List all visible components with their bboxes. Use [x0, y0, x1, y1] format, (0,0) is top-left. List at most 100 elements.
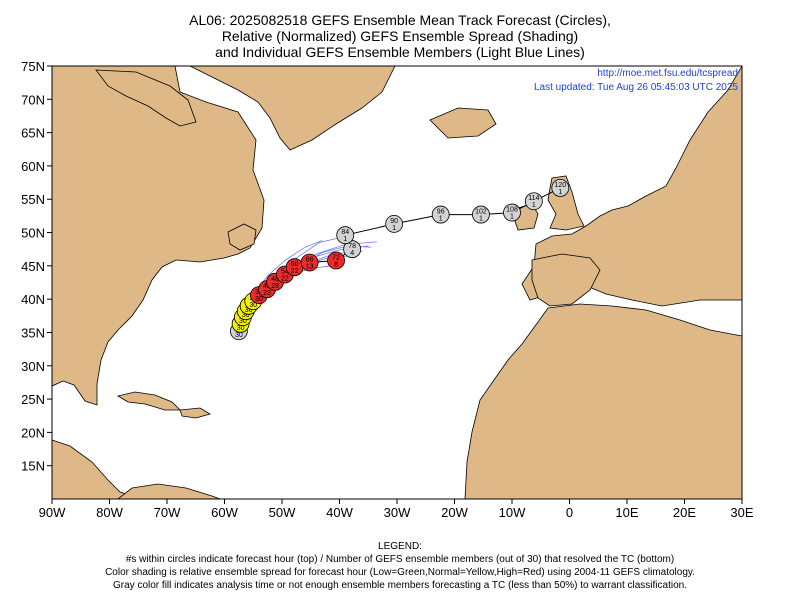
member-count-label: 4	[350, 250, 354, 257]
y-tick-label: 30N	[21, 359, 45, 374]
member-count-label: 30	[255, 296, 263, 303]
landmass-hispaniola	[179, 407, 211, 419]
y-tick-label: 70N	[21, 92, 45, 107]
member-count-label: 22	[281, 276, 289, 283]
track-circle	[472, 205, 490, 224]
y-tick-label: 45N	[21, 259, 45, 274]
member-count-label: 29	[263, 290, 271, 297]
y-tick-label: 15N	[21, 459, 45, 474]
title-line-3: and Individual GEFS Ensemble Members (Li…	[215, 44, 585, 60]
x-tick-label: 30E	[730, 505, 753, 520]
x-tick-label: 70W	[154, 505, 181, 520]
landmass-central-america	[52, 439, 143, 499]
track-point: 961	[431, 205, 450, 224]
forecast-hour-label: 48	[271, 276, 279, 283]
member-count-label: 22	[291, 268, 299, 275]
y-tick-label: 50N	[21, 226, 45, 241]
x-tick-label: 80W	[96, 505, 123, 520]
track-point: 784	[343, 240, 362, 259]
land-layer	[52, 66, 742, 499]
track-point: 901	[385, 214, 404, 233]
forecast-hour-label: 84	[341, 229, 349, 236]
member-count-label: 30	[237, 325, 245, 332]
forecast-hour-label: 114	[528, 195, 539, 202]
member-count-label: 13	[306, 264, 314, 271]
member-count-label: 1	[343, 236, 347, 243]
member-count-label: 1	[479, 216, 483, 223]
track-circle	[385, 214, 404, 233]
track-circle	[503, 203, 521, 222]
x-tick-label: 40W	[326, 505, 353, 520]
y-tick-label: 35N	[21, 325, 45, 340]
y-tick-label: 75N	[21, 59, 45, 74]
x-tick-label: 0	[566, 505, 573, 520]
member-count-label: 1	[532, 202, 536, 209]
legend: LEGEND: #s within circles indicate forec…	[0, 540, 800, 592]
title-line-2: Relative (Normalized) GEFS Ensemble Spre…	[221, 28, 579, 44]
x-tick-label: 90W	[39, 505, 66, 520]
track-circle	[524, 192, 543, 211]
landmass-south-america	[117, 483, 221, 499]
member-count-label: 28	[271, 283, 279, 290]
x-tick-label: 10E	[615, 505, 638, 520]
forecast-hour-label: 66	[306, 257, 314, 264]
forecast-hour-label: 108	[506, 207, 518, 214]
member-count-label: 1	[558, 189, 562, 196]
track-circle	[336, 226, 355, 245]
forecast-hour-label: 120	[554, 182, 566, 189]
member-count-label: 30	[242, 312, 250, 319]
forecast-hour-label: 72	[332, 255, 340, 262]
forecast-hour-label: 54	[281, 269, 289, 276]
x-tick-label: 50W	[269, 505, 296, 520]
source-url-link[interactable]: http://moe.met.fsu.edu/tcspread	[597, 68, 738, 79]
track-point: 728	[327, 251, 345, 270]
landmass-iberia	[531, 253, 601, 307]
member-count-label: 30	[239, 318, 247, 325]
forecast-hour-label: 96	[437, 209, 445, 216]
last-updated-text: Last updated: Tue Aug 26 05:45:03 UTC 20…	[533, 82, 738, 93]
y-tick-label: 55N	[21, 192, 45, 207]
track-circle	[327, 251, 345, 270]
y-tick-label: 20N	[21, 425, 45, 440]
legend-line-2: Color shading is relative ensemble sprea…	[105, 567, 695, 578]
track-circle	[300, 253, 319, 272]
map-title: AL06: 2025082518 GEFS Ensemble Mean Trac…	[0, 12, 800, 60]
forecast-hour-label: 90	[390, 218, 398, 225]
landmass-north-america	[52, 66, 265, 406]
x-tick-label: 10W	[499, 505, 526, 520]
landmass-greenland	[189, 66, 396, 151]
y-tick-label: 40N	[21, 292, 45, 307]
forecast-hour-label: 42	[263, 283, 271, 290]
x-tick-label: 30W	[384, 505, 411, 520]
landmass-africa	[464, 303, 742, 499]
member-count-label: 8	[334, 262, 338, 269]
legend-heading: LEGEND:	[378, 541, 422, 552]
member-count-label: 30	[235, 332, 243, 339]
legend-line-3: Gray color fill indicates analysis time …	[113, 580, 687, 591]
member-count-label: 30	[249, 302, 257, 309]
landmass-newfoundland	[227, 223, 257, 251]
x-axis-ticks: 90W 80W 70W 60W 50W 40W 30W 20W 10W 0 10E 20E 30E	[39, 499, 754, 520]
track-circles: 0306301230183024303030363042294828542260…	[229, 179, 570, 341]
landmass-iceland	[429, 107, 497, 139]
member-count-label: 1	[392, 225, 396, 232]
track-circle	[551, 179, 570, 197]
forecast-hour-label: 60	[291, 261, 299, 268]
forecast-hour-label: 78	[348, 243, 356, 250]
y-axis-ticks: 15N 20N 25N 30N 35N 40N 45N 50N 55N 60N 65N 70N 75N	[21, 59, 52, 474]
x-tick-label: 20E	[673, 505, 696, 520]
title-line-1: AL06: 2025082518 GEFS Ensemble Mean Trac…	[189, 12, 611, 28]
track-circle	[431, 205, 450, 224]
member-count-label: 30	[245, 307, 253, 314]
member-count-label: 1	[510, 214, 514, 221]
y-tick-label: 25N	[21, 392, 45, 407]
y-tick-label: 65N	[21, 126, 45, 141]
track-point: 841	[336, 226, 355, 245]
